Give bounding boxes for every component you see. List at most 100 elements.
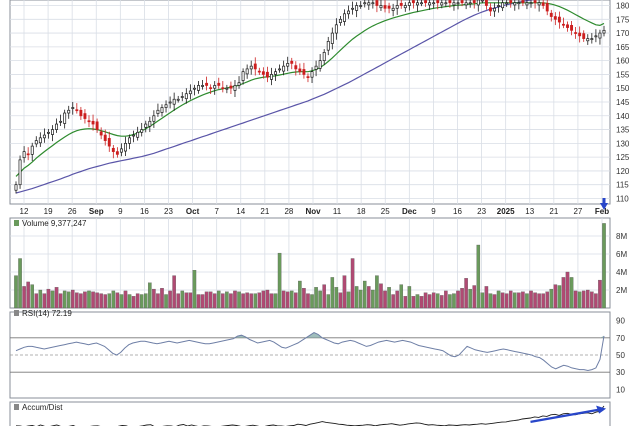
price-tick-label: 170: [616, 29, 630, 38]
volume-bar: [529, 290, 533, 309]
candle-body: [545, 2, 549, 12]
candle-body: [557, 16, 561, 23]
candle-body: [160, 107, 164, 113]
volume-bar: [480, 292, 485, 309]
candle-body: [343, 13, 346, 22]
candle-body: [517, 2, 521, 5]
candle-body: [83, 113, 87, 119]
volume-bar: [496, 290, 501, 309]
volume-bar: [468, 288, 472, 309]
candle-body: [233, 85, 237, 91]
candle-body: [298, 68, 302, 73]
candle-body: [14, 184, 18, 191]
volume-bar: [26, 281, 30, 309]
volume-bar: [225, 291, 229, 309]
volume-bar: [22, 286, 26, 309]
volume-bar: [598, 279, 602, 309]
volume-bar: [577, 291, 582, 309]
volume-bar: [602, 223, 606, 309]
date-tick-label: 11: [333, 207, 342, 216]
candle-body: [480, 0, 484, 2]
volume-bar: [131, 296, 136, 309]
price-tick-label: 175: [616, 15, 630, 24]
candle-body: [124, 143, 127, 152]
candle-body: [132, 134, 136, 137]
volume-bar: [277, 252, 282, 309]
volume-bar: [342, 275, 347, 309]
date-tick-label: 21: [549, 207, 558, 216]
rsi-line: [15, 332, 605, 372]
candle-body: [107, 138, 111, 147]
volume-bar: [362, 280, 367, 309]
candle-body: [306, 76, 310, 78]
date-tick-label: 27: [573, 207, 582, 216]
volume-bar: [492, 294, 497, 309]
volume-tick-label: 2M: [616, 286, 627, 295]
rsi-tick-label: 90: [616, 317, 625, 326]
candle-body: [42, 134, 46, 139]
date-axis: 12 19 26 Sep 9 16 23 Oct 7 14 21 28 Nov 11 18 25 Dec 9 16 2…: [20, 207, 610, 216]
candle-body: [294, 65, 298, 70]
candle-body: [318, 60, 322, 69]
volume-bar: [273, 293, 278, 309]
candle-body: [334, 24, 338, 34]
volume-bar: [253, 293, 258, 309]
candle-body: [399, 2, 403, 6]
candle-body: [326, 41, 330, 51]
volume-bar: [156, 293, 160, 309]
accum-panel: [9, 401, 611, 431]
candle-body: [286, 63, 290, 67]
volume-bar: [565, 271, 570, 309]
candle-body: [501, 2, 505, 9]
volume-legend-swatch: [14, 220, 19, 226]
candle-body: [464, 2, 468, 6]
candle-body: [367, 2, 371, 6]
volume-bar: [452, 293, 456, 309]
volume-bar: [164, 294, 168, 309]
accum-legend-swatch: [14, 404, 19, 410]
volume-bar: [573, 290, 578, 309]
volume-bar: [71, 289, 75, 309]
volume-bar: [557, 285, 562, 309]
price-tick-label: 155: [616, 70, 630, 79]
date-tick-label: 9: [431, 207, 436, 216]
candle-body: [164, 104, 168, 108]
date-tick-label: 18: [357, 207, 366, 216]
candle-body: [529, 2, 533, 5]
volume-bar: [285, 291, 290, 309]
volume-bar: [188, 292, 193, 309]
price-tick-label: 140: [616, 112, 630, 121]
volume-bar: [326, 294, 331, 309]
volume-bar: [257, 292, 262, 309]
volume-bar: [289, 290, 294, 309]
price-tick-label: 135: [616, 126, 630, 135]
trend-line: [530, 408, 603, 423]
volume-bar: [241, 293, 245, 309]
candle-body: [30, 145, 34, 155]
date-tick-label: 21: [260, 207, 269, 216]
price-panel: 110 120 130 140 150 160 170 180 115 125 135 145 155 1…: [9, 0, 630, 205]
trend-arrow-head: [596, 405, 607, 414]
candle-body: [493, 7, 496, 12]
volume-tick-label: 8M: [616, 232, 627, 241]
candle-body: [484, 0, 488, 6]
candle-body: [87, 120, 91, 123]
volume-bar: [379, 283, 383, 309]
candle-body: [314, 65, 318, 70]
volume-bar: [50, 290, 55, 309]
candle-body: [407, 2, 411, 6]
candle-body: [355, 5, 359, 11]
price-tick-label: 180: [616, 2, 630, 11]
candle-body: [594, 35, 598, 38]
volume-bar: [79, 293, 83, 309]
volume-bar: [111, 290, 116, 309]
rsi-legend-swatch: [14, 310, 19, 316]
price-tick-label: 110: [616, 194, 629, 203]
volume-bar: [338, 292, 343, 309]
volume-bar: [586, 289, 590, 309]
volume-bar: [208, 291, 213, 309]
volume-bar: [411, 296, 416, 309]
volume-bar: [533, 292, 537, 309]
candle-body: [338, 18, 342, 23]
